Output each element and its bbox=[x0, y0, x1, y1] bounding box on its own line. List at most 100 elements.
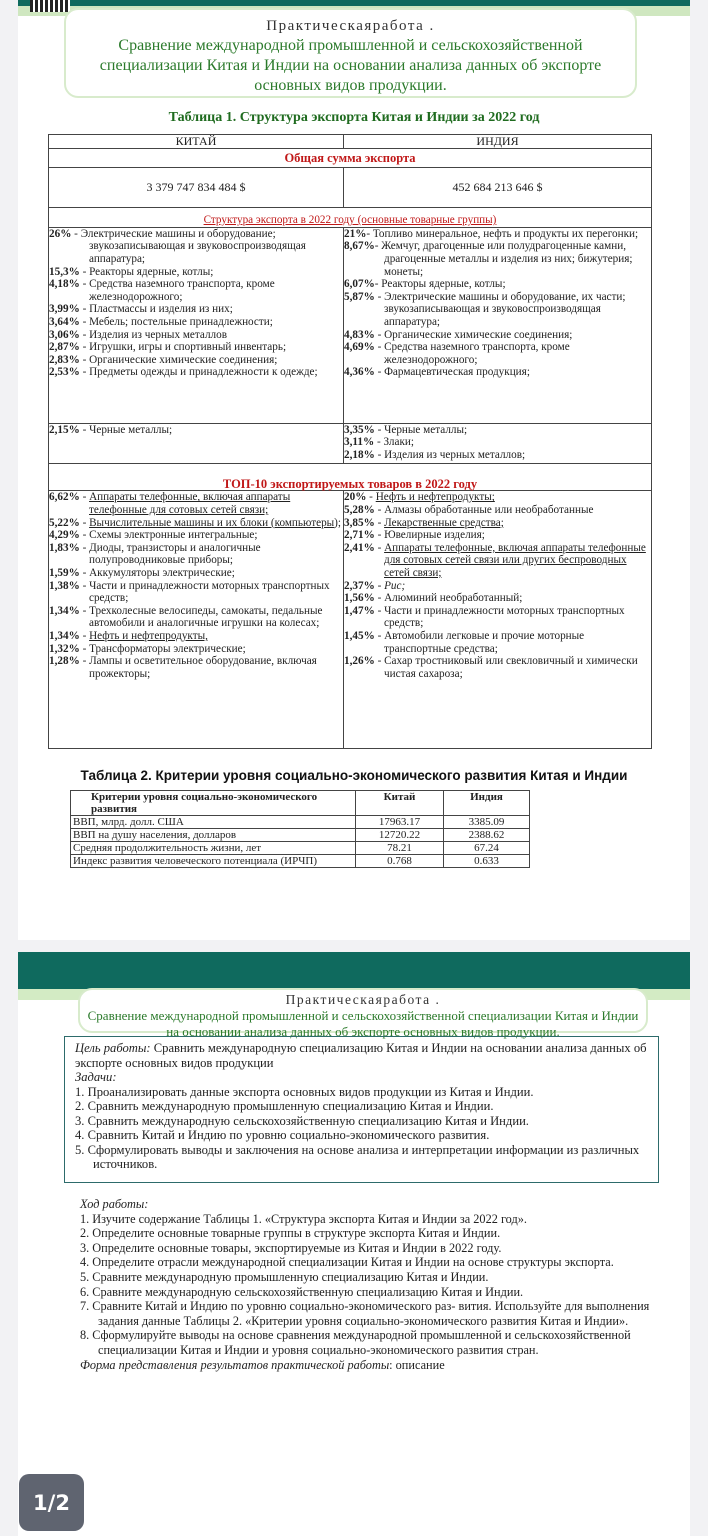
item-percent: 20% bbox=[344, 491, 367, 504]
tasks-label: Задачи: bbox=[75, 1070, 117, 1084]
list-item: 2,18% - Изделия из черных металлов; bbox=[344, 449, 651, 462]
list-item: 4,18% - Средства наземного транспорта, к… bbox=[49, 278, 343, 303]
item-percent: 2,83% bbox=[49, 353, 80, 366]
table1-title: Таблица 1. Структура экспорта Китая и Ин… bbox=[168, 110, 540, 125]
list-item: 2,37% - Рис; bbox=[344, 579, 406, 592]
value-cell: 17963.17 bbox=[355, 815, 444, 829]
item-percent: 1,34% bbox=[49, 604, 80, 617]
item-text: Части и принадлежности моторных транспор… bbox=[384, 604, 625, 630]
criteria-header: Критерии уровня социально-экономического… bbox=[70, 790, 356, 816]
step-text: Определите отрасли международной специал… bbox=[92, 1255, 614, 1270]
india-top10: 20% - Нефть и нефтепродукты; 5,28% - Алма… bbox=[343, 490, 652, 750]
item-percent: 3,06% bbox=[49, 328, 80, 341]
india-extra: 3,35% - Черные металлы; 3,11% - Злаки; 2,1… bbox=[343, 422, 652, 464]
china-groups: 26% - Электрические машины и оборудовани… bbox=[48, 226, 344, 424]
list-item: 1,38% - Части и принадлежности моторных … bbox=[49, 579, 330, 605]
item-text: - Фармацевтическая продукция; bbox=[374, 366, 530, 379]
list-item: 3,35% - Черные металлы; bbox=[344, 424, 651, 437]
item-percent: 1,47% bbox=[344, 604, 375, 617]
china-header: Китай bbox=[355, 790, 444, 816]
item-percent: 1,38% bbox=[49, 579, 80, 592]
work-section: Ход работы: 1. Изучите содержание Таблиц… bbox=[80, 1197, 650, 1372]
table-row: Средняя продолжительность жизни, лет 78.2… bbox=[70, 841, 530, 855]
item-percent: 3,85% bbox=[344, 516, 375, 529]
top10-label: ТОП-10 экспортируемых товаров в 2022 год… bbox=[48, 462, 652, 492]
total-india: 452 684 213 646 $ bbox=[343, 167, 652, 209]
work-title: Сравнение международной промышленной и с… bbox=[87, 1008, 639, 1039]
item-text: Трехколесные велосипеды, самокаты, педал… bbox=[89, 604, 323, 630]
item-percent: 8,67% bbox=[344, 240, 375, 253]
item-percent: 5,87% bbox=[344, 290, 375, 303]
list-item: 2,15% - Черные металлы; bbox=[49, 424, 343, 437]
structure-label-text: Структура экспорта в 2022 году (основные… bbox=[203, 214, 497, 227]
step-item: 5. Сравните международную промышленную с… bbox=[80, 1269, 489, 1284]
list-item: 2,41% - Аппараты телефонные, включая апп… bbox=[344, 541, 646, 579]
list-item: 3,11% - Злаки; bbox=[344, 436, 651, 449]
step-text: Сравните Китай и Индию по уровню социаль… bbox=[92, 1299, 650, 1328]
item-text: Рис; bbox=[384, 579, 406, 592]
table-row: ВВП на душу населения, долларов 12720.22 2… bbox=[70, 828, 530, 842]
item-text: Аппараты телефонные, включая аппараты те… bbox=[384, 541, 646, 579]
table-row: ВВП, млрд. долл. США 17963.17 3385.09 bbox=[70, 815, 530, 829]
item-percent: 1,32% bbox=[49, 642, 80, 655]
criterion-cell: Индекс развития человеческого потенциала… bbox=[70, 854, 356, 868]
item-text: - Предметы одежды и принадлежности к оде… bbox=[79, 366, 318, 379]
step-item: 2. Определите основные товарные группы в… bbox=[80, 1226, 501, 1241]
step-text: Сравните международную промышленную спец… bbox=[92, 1269, 489, 1284]
export-table: КИТАЙ ИНДИЯ Общая сумма экспорта 3 379 74… bbox=[48, 134, 652, 750]
task-text: Сравнить международную сельскохозяйствен… bbox=[87, 1113, 529, 1128]
list-item: 1,34% - Трехколесные велосипеды, самокат… bbox=[49, 604, 323, 630]
total-china: 3 379 747 834 484 $ bbox=[48, 167, 344, 209]
goal-label: Цель работы: bbox=[75, 1041, 151, 1055]
task-item: 4. Сравнить Китай и Индию по уровню соци… bbox=[75, 1128, 490, 1142]
tasks-list: 1. Проанализировать данные экспорта осно… bbox=[75, 1085, 648, 1172]
list-item: 1,45% - Автомобили легковые и прочие мот… bbox=[344, 629, 585, 655]
item-percent: 1,28% bbox=[49, 655, 80, 668]
list-item: 5,28% - Алмазы обработанные или необрабо… bbox=[344, 503, 594, 516]
criterion-cell: ВВП, млрд. долл. США bbox=[70, 815, 356, 829]
list-item: 1,59% - Аккумуляторы электрические; bbox=[49, 566, 235, 579]
value-cell: 2388.62 bbox=[443, 828, 530, 842]
list-item: 1,28% - Лампы и осветительное оборудован… bbox=[49, 655, 317, 680]
item-percent: 2,41% bbox=[344, 541, 375, 554]
list-item: 3,64% - Мебель; постельные принадлежност… bbox=[49, 316, 343, 329]
list-item: 1,56% - Алюминий необработанный; bbox=[344, 592, 523, 605]
step-text: Определите основные товары, экспортируем… bbox=[92, 1240, 502, 1255]
item-percent: 4,83% bbox=[344, 328, 375, 341]
list-item: 1,47% - Части и принадлежности моторных … bbox=[344, 604, 625, 630]
structure-label: Структура экспорта в 2022 году (основные… bbox=[48, 207, 652, 228]
item-percent: 6,62% bbox=[49, 491, 80, 504]
item-percent: 1,56% bbox=[344, 592, 375, 605]
list-item: 5,87% - Электрические машины и оборудова… bbox=[344, 291, 651, 329]
item-percent: 2,37% bbox=[344, 579, 375, 592]
item-text: Нефть и нефтепродукты, bbox=[89, 629, 208, 642]
task-text: Сравнить Китай и Индию по уровню социаль… bbox=[87, 1128, 490, 1142]
item-text: Нефть и нефтепродукты; bbox=[375, 491, 495, 504]
item-percent: 26% bbox=[49, 227, 72, 240]
value-cell: 12720.22 bbox=[355, 828, 444, 842]
list-item: 2,87% - Игрушки, игры и спортивный инвен… bbox=[49, 341, 343, 354]
china-extra: 2,15% - Черные металлы; bbox=[48, 422, 344, 464]
item-percent: 4,69% bbox=[344, 341, 375, 354]
item-text: Части и принадлежности моторных транспор… bbox=[89, 579, 330, 605]
item-text: - Черные металлы; bbox=[79, 423, 173, 436]
item-percent: 2,53% bbox=[49, 366, 80, 379]
item-text: - Изделия из черных металлов bbox=[79, 328, 228, 341]
step-item: 8. Сформулируйте выводы на основе сравне… bbox=[80, 1328, 631, 1357]
item-text: - Органические химические соединения; bbox=[374, 328, 573, 341]
item-percent: 4,18% bbox=[49, 278, 80, 291]
step-item: 4. Определите отрасли международной спец… bbox=[80, 1255, 614, 1270]
item-percent: 5,28% bbox=[344, 503, 375, 516]
step-item: 6. Сравните международную сельскохозяйст… bbox=[80, 1284, 524, 1299]
item-text: Диоды, транзисторы и аналогичные полупро… bbox=[89, 541, 261, 567]
criterion-cell: Средняя продолжительность жизни, лет bbox=[70, 841, 356, 855]
india-groups: 21%- Топливо минеральное, нефть и продук… bbox=[343, 226, 652, 424]
item-text: Аппараты телефонные, включая аппараты те… bbox=[89, 491, 291, 516]
col-china: КИТАЙ bbox=[48, 134, 344, 149]
list-item: 1,26% - Сахар тростниковый или свеклович… bbox=[344, 655, 638, 680]
item-text: - Черные металлы; bbox=[374, 423, 468, 436]
list-item: 2,71% - Ювелирные изделия; bbox=[344, 529, 485, 542]
item-text: - Топливо минеральное, нефть и продукты … bbox=[366, 227, 639, 240]
task-text: Сравнить международную промышленную спец… bbox=[87, 1099, 494, 1113]
value-cell: 67.24 bbox=[443, 841, 530, 855]
